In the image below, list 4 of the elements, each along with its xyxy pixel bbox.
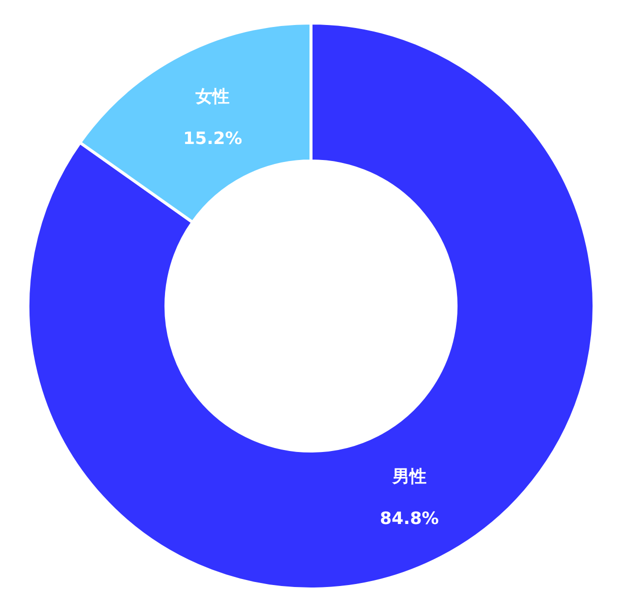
slice-label: 男性: [391, 467, 426, 488]
slice-label: 女性: [194, 86, 230, 107]
data-label: 15.2%: [183, 128, 242, 149]
data-label: 84.8%: [380, 509, 439, 530]
